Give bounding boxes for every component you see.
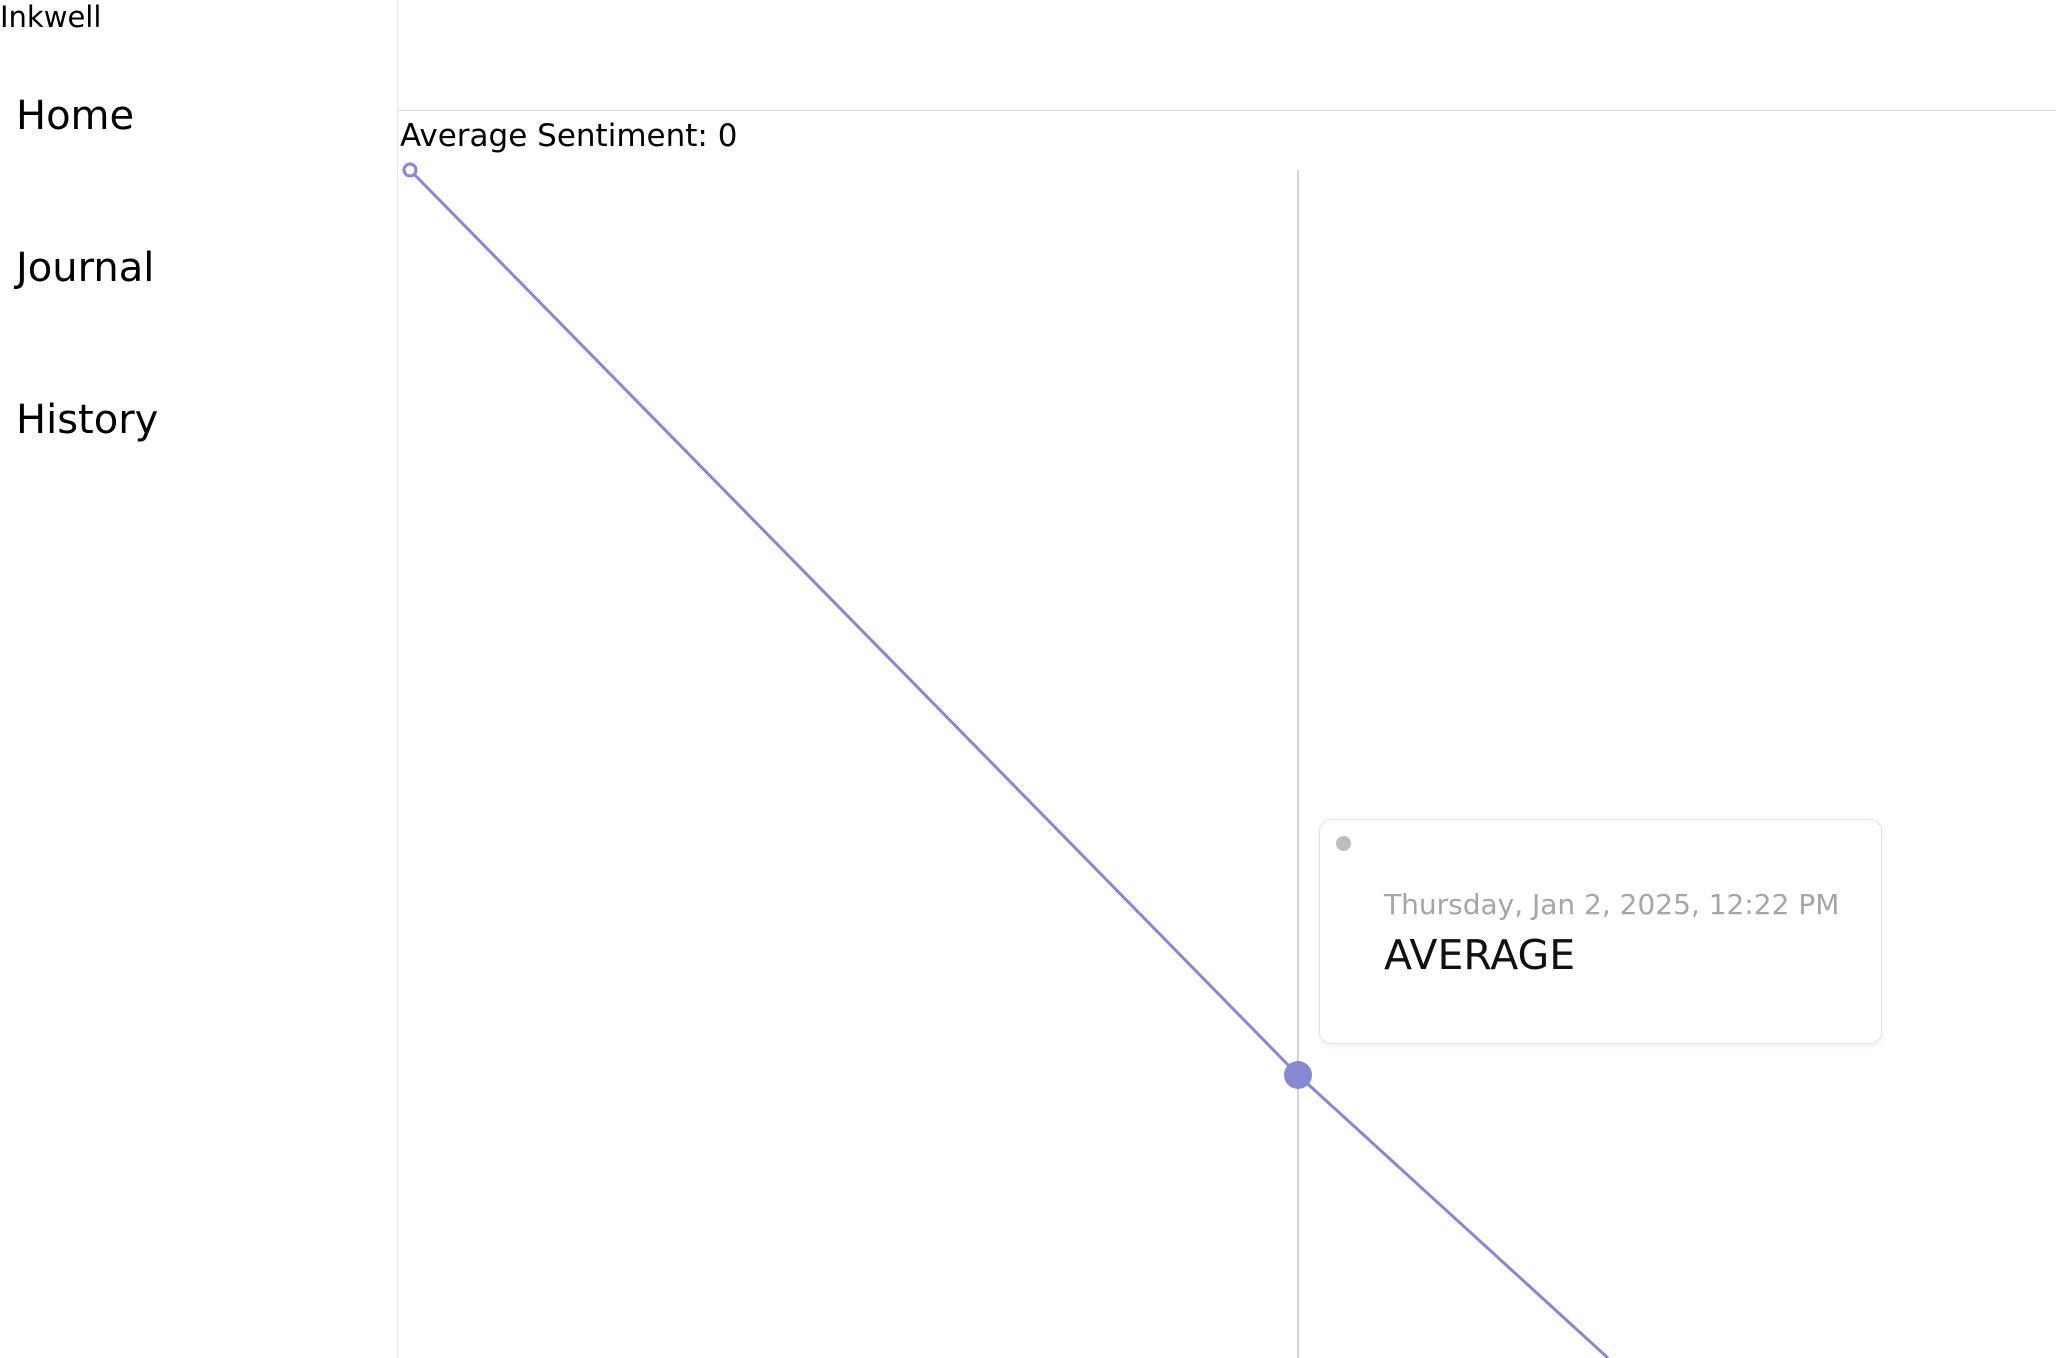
chart-tooltip: Thursday, Jan 2, 2025, 12:22 PM AVERAGE [1319, 819, 1882, 1044]
hovered-point[interactable] [1284, 1061, 1312, 1089]
sidebar-item-home[interactable]: Home [16, 93, 135, 139]
sidebar-item-history[interactable]: History [16, 397, 159, 443]
nav-list: Home Journal History [16, 88, 158, 544]
main-header [398, 0, 2056, 111]
app-title: Inkwell [0, 0, 102, 34]
tooltip-marker [1336, 836, 1351, 851]
sidebar-item-journal[interactable]: Journal [16, 245, 155, 291]
average-sentiment-label: Average Sentiment: 0 [400, 118, 738, 154]
sidebar: Inkwell Home Journal History [0, 0, 398, 1358]
start-point[interactable] [402, 162, 418, 178]
series-line [408, 168, 1610, 1358]
tooltip-date: Thursday, Jan 2, 2025, 12:22 PM [1384, 888, 1840, 921]
tooltip-value: AVERAGE [1384, 931, 1576, 979]
